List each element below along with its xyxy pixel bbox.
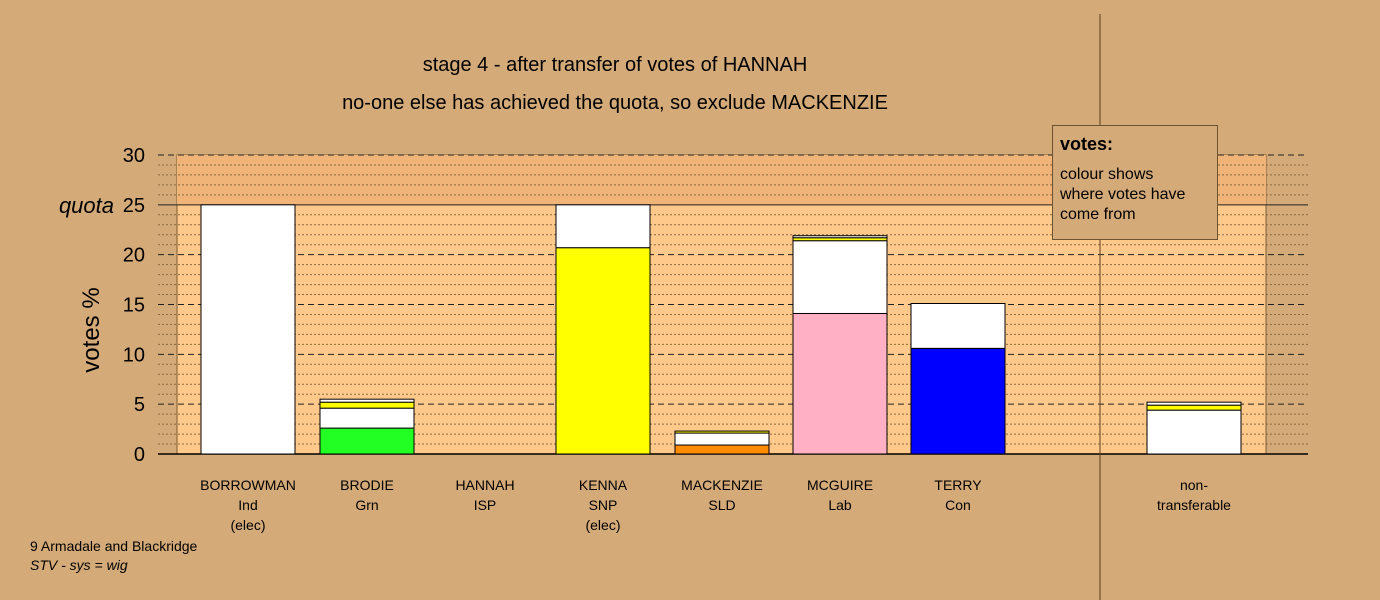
category-label: BRODIE xyxy=(340,477,394,493)
legend-body: colour shows where votes have come from xyxy=(1060,166,1186,223)
y-tick-label: 25 xyxy=(123,195,145,217)
y-tick-label: 5 xyxy=(134,394,145,416)
bar-segment xyxy=(1146,401,1242,406)
chart-subtitle: no-one else has achieved the quota, so e… xyxy=(342,92,888,114)
bar-segment xyxy=(555,204,651,249)
legend-title: votes: xyxy=(1060,134,1114,154)
category-label: SNP xyxy=(589,497,618,513)
category-label: MACKENZIE xyxy=(681,477,763,493)
bar-segment xyxy=(200,204,296,455)
bar-segment xyxy=(319,398,415,403)
footer-ward: 9 Armadale and Blackridge xyxy=(30,538,198,554)
footer-system: STV - sys = wig xyxy=(30,557,128,573)
bar-segment xyxy=(674,444,770,455)
bar-segment xyxy=(1146,404,1242,411)
category-label: MCGUIRE xyxy=(807,477,873,493)
bar-segment xyxy=(792,235,888,239)
category-label: TERRY xyxy=(934,477,982,493)
bar-segment xyxy=(674,430,770,434)
bar-segment xyxy=(792,312,888,455)
bar-segment xyxy=(792,240,888,314)
category-label: Lab xyxy=(828,497,852,513)
bar-segment xyxy=(910,347,1006,455)
bar-segment xyxy=(319,401,415,409)
y-axis-label: votes % xyxy=(78,287,105,373)
y-tick-label: 10 xyxy=(123,344,145,366)
bar-segment xyxy=(910,303,1006,349)
category-label: Con xyxy=(945,497,971,513)
category-label: non- xyxy=(1180,477,1208,493)
category-label: (elec) xyxy=(230,517,265,533)
chart-title: stage 4 - after transfer of votes of HAN… xyxy=(422,54,808,76)
category-label: BORROWMAN xyxy=(200,477,296,493)
y-tick-label: 30 xyxy=(123,145,145,167)
category-label: KENNA xyxy=(579,477,628,493)
category-label: SLD xyxy=(708,497,735,513)
category-label: (elec) xyxy=(585,517,620,533)
category-label: ISP xyxy=(474,497,497,513)
y-tick-label: 20 xyxy=(123,245,145,267)
category-label: Ind xyxy=(238,497,257,513)
category-label: Grn xyxy=(355,497,378,513)
bar-segment xyxy=(555,247,651,455)
bar-segment xyxy=(674,432,770,446)
category-label: transferable xyxy=(1157,497,1231,513)
bar-segment xyxy=(319,407,415,429)
y-tick-label: 0 xyxy=(134,444,145,466)
category-label: HANNAH xyxy=(455,477,514,493)
quota-label: quota xyxy=(58,193,114,218)
bar-segment xyxy=(1146,409,1242,455)
legend-box: votes: colour shows where votes have com… xyxy=(1052,125,1218,240)
y-tick-label: 15 xyxy=(123,295,145,317)
bar-segment xyxy=(319,427,415,455)
